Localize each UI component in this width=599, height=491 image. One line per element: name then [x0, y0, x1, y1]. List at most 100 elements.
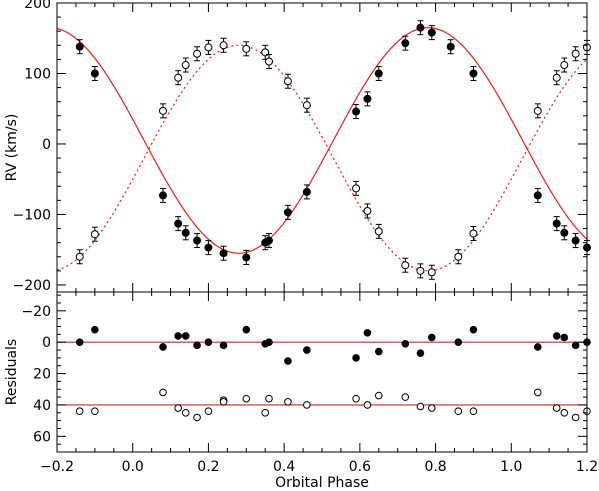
secondary-rv-point	[283, 73, 292, 89]
y-tick-label: 200	[24, 0, 51, 12]
rv-data-points	[75, 20, 591, 280]
primary-rv-point	[352, 104, 361, 120]
primary-residual-point	[75, 338, 84, 346]
secondary-residual-point	[454, 407, 463, 416]
secondary-residual-point	[352, 394, 360, 403]
primary-residual-point	[91, 325, 99, 334]
primary-rv-point	[242, 249, 251, 265]
secondary-rv-point	[374, 223, 383, 239]
secondary-residual-point	[181, 408, 190, 417]
primary-residual-point	[374, 347, 383, 356]
residuals-axis-ticks: −0.2 0.0 0.2 0.4 0.6 0.8 1.0 1.2 −20 0 20 40 60	[21, 292, 598, 475]
marker	[469, 69, 478, 78]
marker	[204, 43, 213, 52]
secondary-rv-point	[571, 46, 580, 62]
secondary-rv-point	[401, 257, 410, 273]
secondary-residual-point	[284, 398, 292, 406]
secondary-rv-point	[75, 249, 84, 265]
marker	[174, 219, 183, 228]
marker	[265, 57, 273, 66]
marker	[181, 228, 190, 237]
marker	[416, 266, 425, 275]
marker	[90, 69, 99, 78]
secondary-residual-point	[303, 401, 311, 409]
primary-residual-point	[469, 325, 478, 334]
secondary-rv-point	[427, 264, 436, 280]
primary-rv-point	[302, 184, 311, 200]
marker	[533, 106, 542, 115]
secondary-rv-point	[265, 54, 273, 70]
primary-residual-point	[303, 346, 311, 354]
marker	[181, 61, 190, 70]
secondary-rv-point	[416, 263, 425, 279]
marker	[571, 236, 580, 245]
x-tick-label: 0.2	[197, 459, 219, 475]
rv-model-curves	[57, 27, 587, 272]
y-tick-label: 60	[33, 429, 51, 445]
secondary-residual-point	[159, 388, 167, 397]
marker	[363, 206, 372, 215]
secondary-residual-point	[571, 413, 580, 422]
primary-rv-point	[401, 35, 410, 51]
secondary-residual-point	[219, 398, 228, 406]
marker	[552, 73, 561, 82]
marker	[90, 230, 99, 239]
y-tick-label: −100	[13, 207, 51, 223]
secondary-residual-point	[427, 404, 436, 412]
marker	[533, 191, 542, 200]
secondary-residual-point	[363, 401, 372, 409]
primary-rv-point	[416, 20, 425, 36]
x-tick-label: −0.2	[40, 459, 74, 475]
y-tick-label: 100	[24, 66, 51, 82]
x-tick-label: 1.0	[500, 459, 522, 475]
primary-residual-point	[284, 357, 292, 365]
secondary-residual-point	[242, 394, 251, 403]
secondary-residual-point	[174, 404, 182, 412]
marker	[159, 106, 167, 115]
secondary-rv-point	[454, 249, 463, 265]
secondary-rv-point	[219, 37, 228, 53]
primary-rv-point	[181, 225, 190, 241]
primary-residual-point	[427, 333, 436, 342]
primary-residual-point	[571, 341, 580, 350]
marker	[75, 252, 84, 261]
residuals-plot-frame	[56, 291, 588, 453]
y-tick-label: −200	[13, 278, 51, 294]
secondary-residual-point	[533, 388, 542, 397]
primary-rv-point	[174, 216, 183, 232]
primary-rv-point	[90, 65, 99, 81]
primary-rv-point	[446, 39, 455, 55]
marker	[446, 42, 455, 51]
primary-residual-point	[552, 332, 561, 340]
residuals-reference-lines	[57, 341, 587, 406]
primary-rv-point	[374, 65, 383, 81]
marker	[204, 243, 213, 252]
marker	[374, 227, 383, 236]
x-tick-label: 0.8	[424, 459, 446, 475]
primary-rv-point	[560, 225, 569, 241]
primary-rv-point	[193, 233, 202, 249]
primary-rv-point	[204, 240, 213, 256]
primary-rv-point	[75, 39, 84, 55]
marker	[265, 236, 273, 245]
primary-residual-point	[181, 332, 190, 340]
secondary-rv-point	[174, 70, 183, 86]
primary-rv-point	[533, 187, 542, 203]
y-tick-label: 20	[33, 367, 51, 383]
marker	[242, 44, 251, 53]
primary-residual-point	[193, 341, 201, 350]
marker	[401, 39, 410, 48]
primary-residual-point	[204, 338, 213, 346]
marker	[283, 77, 292, 86]
marker	[242, 253, 251, 262]
marker	[560, 228, 569, 237]
x-tick-label: 1.2	[576, 459, 598, 475]
marker	[363, 94, 372, 103]
primary-rv-point	[469, 65, 478, 81]
secondary-rv-point	[552, 70, 561, 86]
secondary-rv-point	[533, 103, 542, 119]
marker	[174, 73, 183, 82]
primary-residual-point	[454, 338, 463, 346]
primary-rv-point	[427, 25, 436, 41]
